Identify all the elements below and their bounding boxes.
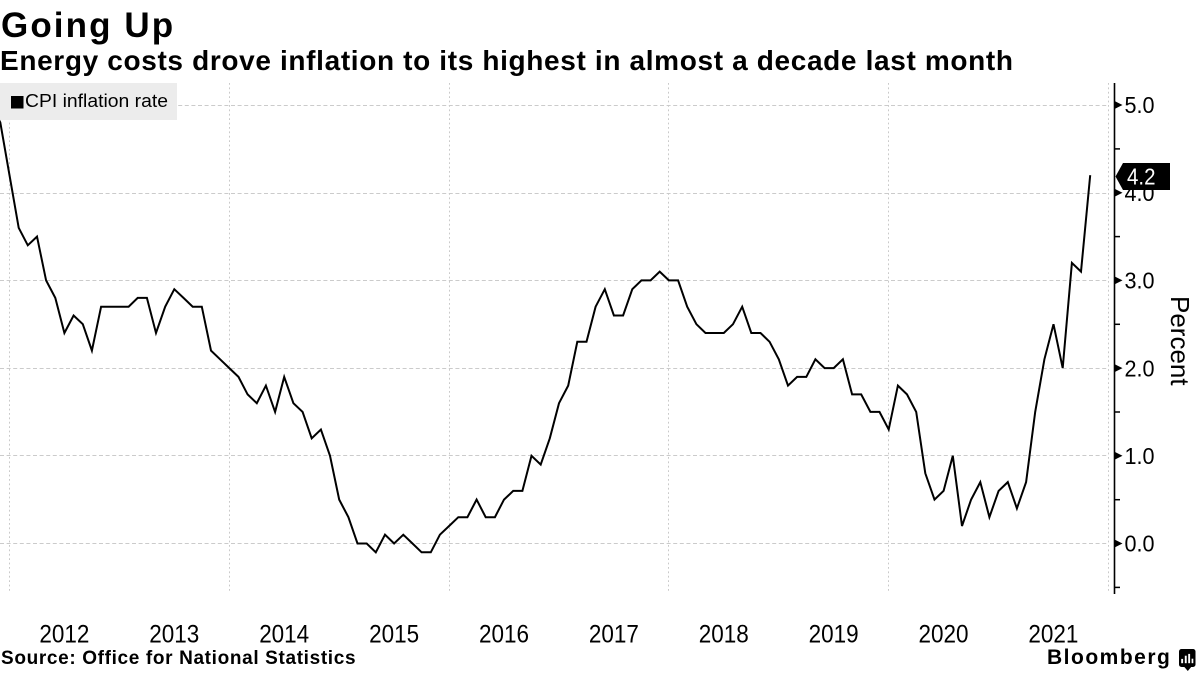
svg-text:2017: 2017 [589,621,639,649]
svg-text:2016: 2016 [479,621,529,649]
svg-text:2013: 2013 [149,621,199,649]
svg-text:2021: 2021 [1028,621,1078,649]
svg-text:CPI inflation rate: CPI inflation rate [25,91,168,111]
svg-text:2.0: 2.0 [1125,355,1155,381]
svg-text:2020: 2020 [919,621,969,649]
svg-text:2019: 2019 [809,621,859,649]
svg-text:Percent: Percent [1165,296,1195,386]
svg-text:2012: 2012 [39,621,89,649]
svg-text:5.0: 5.0 [1125,92,1155,118]
svg-text:2015: 2015 [369,621,419,649]
svg-text:4.2: 4.2 [1127,164,1156,190]
svg-text:2014: 2014 [259,621,309,649]
svg-text:0.0: 0.0 [1125,531,1155,557]
svg-text:3.0: 3.0 [1125,268,1155,294]
svg-text:2018: 2018 [699,621,749,649]
svg-text:1.0: 1.0 [1125,443,1155,469]
